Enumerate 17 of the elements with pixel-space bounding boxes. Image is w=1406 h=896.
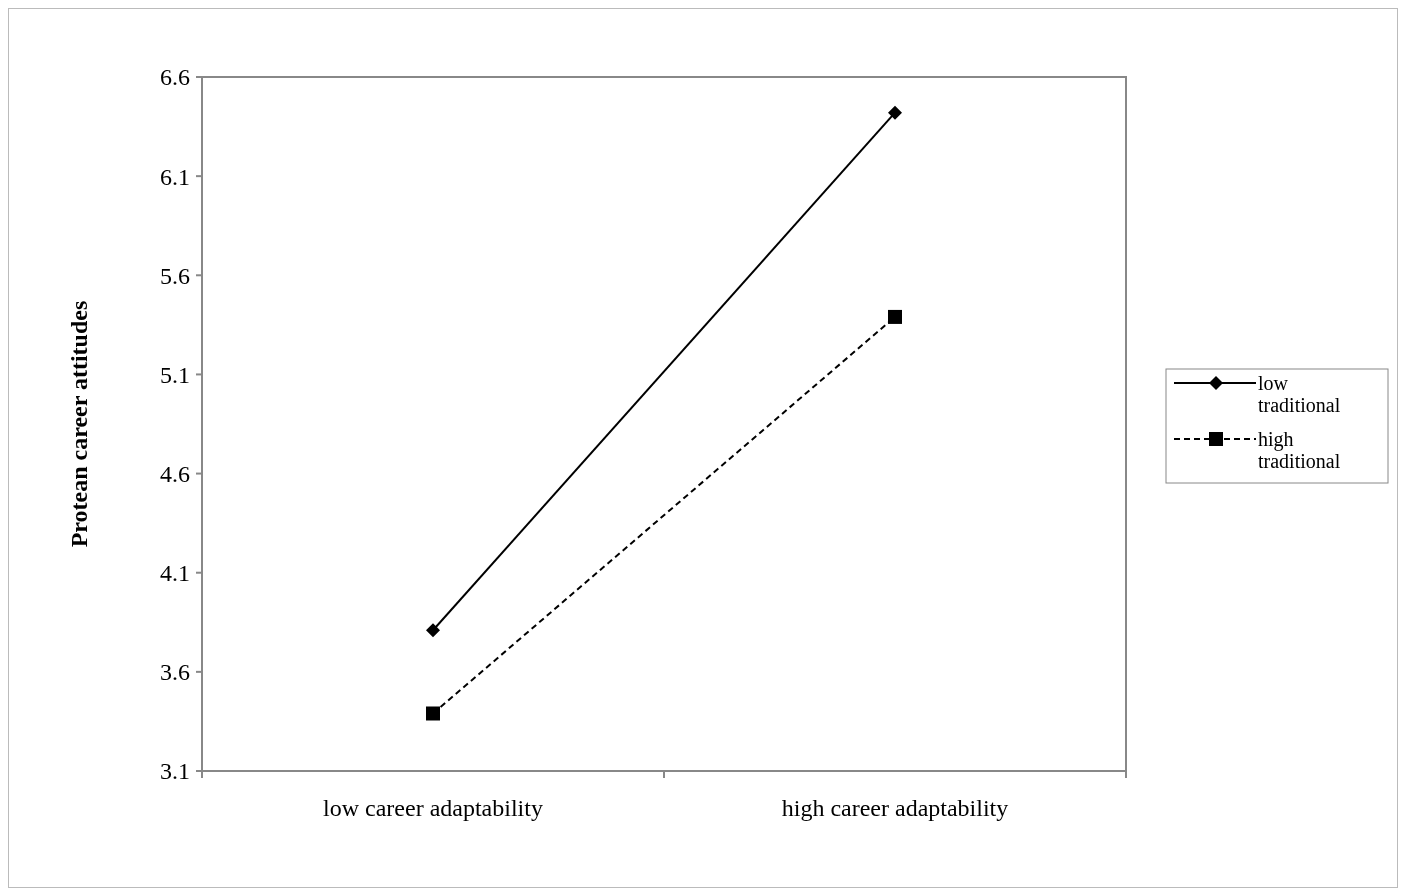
- y-axis-title: Protean career attitudes: [66, 300, 92, 548]
- y-tick-label: 3.1: [160, 758, 190, 785]
- point: [888, 105, 902, 120]
- y-tick-label: 5.6: [160, 262, 190, 289]
- legend-label: high traditional: [1258, 428, 1341, 472]
- x-tick-label: high career adaptability: [781, 795, 1009, 821]
- y-tick-label: 5.1: [160, 361, 190, 388]
- y-tick-label: 6.1: [160, 163, 190, 190]
- y-tick-label: 6.6: [160, 64, 190, 91]
- y-tick-label: 3.6: [160, 659, 190, 686]
- legend-label: low traditional: [1258, 372, 1341, 416]
- point: [888, 309, 902, 324]
- point: [426, 706, 440, 721]
- y-tick-label: 4.1: [160, 560, 190, 587]
- point: [426, 623, 440, 638]
- x-tick-label: low career adaptability: [323, 795, 543, 821]
- y-tick-label: 4.6: [160, 460, 190, 487]
